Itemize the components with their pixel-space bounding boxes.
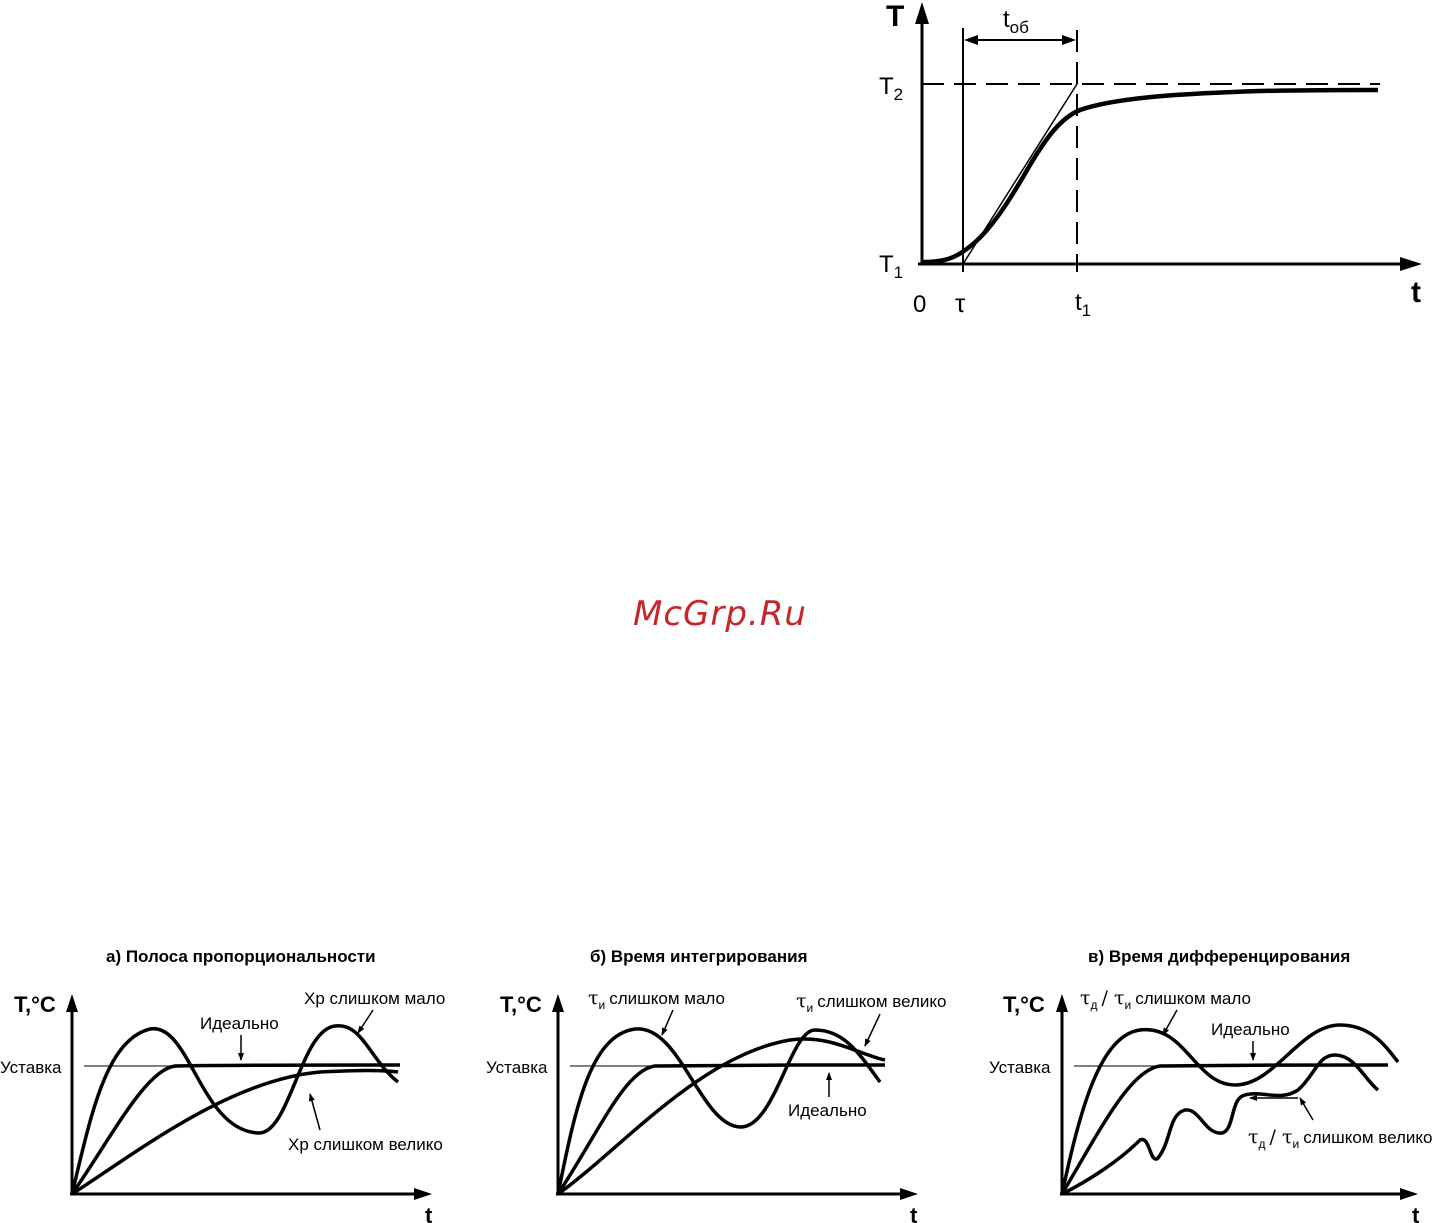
- panel-a-curve-too-large: [71, 1068, 399, 1196]
- panel-c: в) Время дифференцирования T,°C t Уставк…: [989, 947, 1432, 1223]
- t-ob-arrow-left: [964, 35, 978, 45]
- panel-a-y-label: T,°C: [14, 992, 56, 1017]
- panel-a-x-arrow: [414, 1188, 432, 1200]
- panel-b-setpoint-label: Уставка: [486, 1058, 548, 1077]
- panel-c-curve-too-large: [1061, 1053, 1380, 1196]
- panel-c-y-arrow: [1056, 994, 1068, 1012]
- panel-a-label-ideal: Идеально: [200, 1014, 279, 1033]
- panel-b-y-arrow: [552, 994, 564, 1012]
- watermark: McGrp.Ru: [633, 594, 807, 634]
- origin-label: 0: [913, 291, 926, 318]
- panel-c-x-arrow: [1400, 1188, 1418, 1200]
- tau-label: τ: [955, 288, 966, 318]
- panel-a-curve-ideal: [70, 1063, 401, 1196]
- panel-c-pointer-too-small: [1162, 1009, 1178, 1036]
- step-response-diagram: T t 0 T1 T2 τ t1 tоб: [879, 0, 1422, 320]
- panel-c-title: в) Время дифференцирования: [1088, 947, 1350, 966]
- panel-b-pointer-too-large: [864, 1013, 881, 1047]
- panel-c-curve-too-small: [1060, 1023, 1400, 1195]
- panel-b-label-ideal: Идеально: [788, 1101, 867, 1120]
- step-x-label: t: [1411, 276, 1421, 309]
- step-y-label: T: [886, 0, 904, 33]
- panel-a-y-arrow: [66, 994, 78, 1012]
- panel-a-curve-too-small: [70, 1024, 400, 1195]
- panel-c-curve-ideal: [1060, 1063, 1389, 1195]
- panel-b-curve-too-large: [556, 1037, 886, 1196]
- panel-c-pointer-too-large: [1299, 1097, 1314, 1121]
- panel-a-label-too-small: Хр слишком мало: [304, 989, 445, 1008]
- panel-c-setpoint-label: Уставка: [989, 1058, 1051, 1077]
- step-x-arrow: [1400, 257, 1422, 271]
- panel-b-curve-too-small: [556, 1027, 882, 1195]
- step-response-curve: [921, 87, 1379, 265]
- t-ob-label: tоб: [1003, 6, 1029, 37]
- panel-a-x-label: t: [425, 1203, 433, 1223]
- panel-b-title: б) Время интегрирования: [590, 947, 808, 966]
- t2-level-label: T2: [879, 73, 903, 104]
- panel-b-x-arrow: [900, 1188, 918, 1200]
- panel-b-pointer-too-small: [661, 1009, 674, 1036]
- panel-a-setpoint-label: Уставка: [0, 1058, 62, 1077]
- panel-c-label-too-large: τд / τи слишком велико: [1248, 1126, 1432, 1151]
- t-ob-arrow-right: [1062, 35, 1076, 45]
- step-y-arrow: [915, 2, 929, 24]
- panel-c-label-too-small: τд / τи слишком мало: [1080, 987, 1251, 1012]
- panel-b-label-too-small: τи слишком мало: [588, 987, 725, 1012]
- panel-b-y-label: T,°C: [500, 992, 542, 1017]
- panel-c-label-ideal: Идеально: [1211, 1020, 1290, 1039]
- panel-a-pointer-too-large: [308, 1093, 321, 1131]
- panel-c-y-label: T,°C: [1003, 992, 1045, 1017]
- panel-a: а) Полоса пропорциональности T,°C t Уста…: [0, 947, 445, 1223]
- panel-b-x-label: t: [910, 1203, 918, 1223]
- panel-b-label-too-large: τи слишком велико: [796, 990, 947, 1015]
- t-end-label: t1: [1075, 289, 1091, 320]
- panel-b: б) Время интегрирования T,°C t Уставка τ…: [486, 947, 947, 1223]
- panel-a-pointer-too-small: [357, 1009, 374, 1034]
- t1-level-label: T1: [879, 251, 903, 282]
- panel-a-title: а) Полоса пропорциональности: [106, 947, 376, 966]
- panel-a-label-too-large: Хр слишком велико: [288, 1135, 443, 1154]
- panel-b-curve-ideal: [556, 1063, 886, 1195]
- panel-c-x-label: t: [1412, 1203, 1420, 1223]
